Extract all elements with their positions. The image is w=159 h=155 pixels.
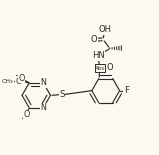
Text: O: O [18,74,25,83]
Text: N: N [40,103,46,112]
FancyBboxPatch shape [95,64,105,72]
Text: O: O [23,110,30,119]
Text: Abs: Abs [95,66,105,71]
Text: O: O [15,77,21,86]
Text: F: F [124,86,129,95]
Text: N: N [40,78,46,87]
Text: CH₃: CH₃ [2,79,13,84]
Text: O: O [91,35,97,44]
Text: OH: OH [99,25,112,34]
Text: O: O [106,63,113,72]
Text: HN: HN [92,51,104,60]
Text: S: S [59,90,65,99]
